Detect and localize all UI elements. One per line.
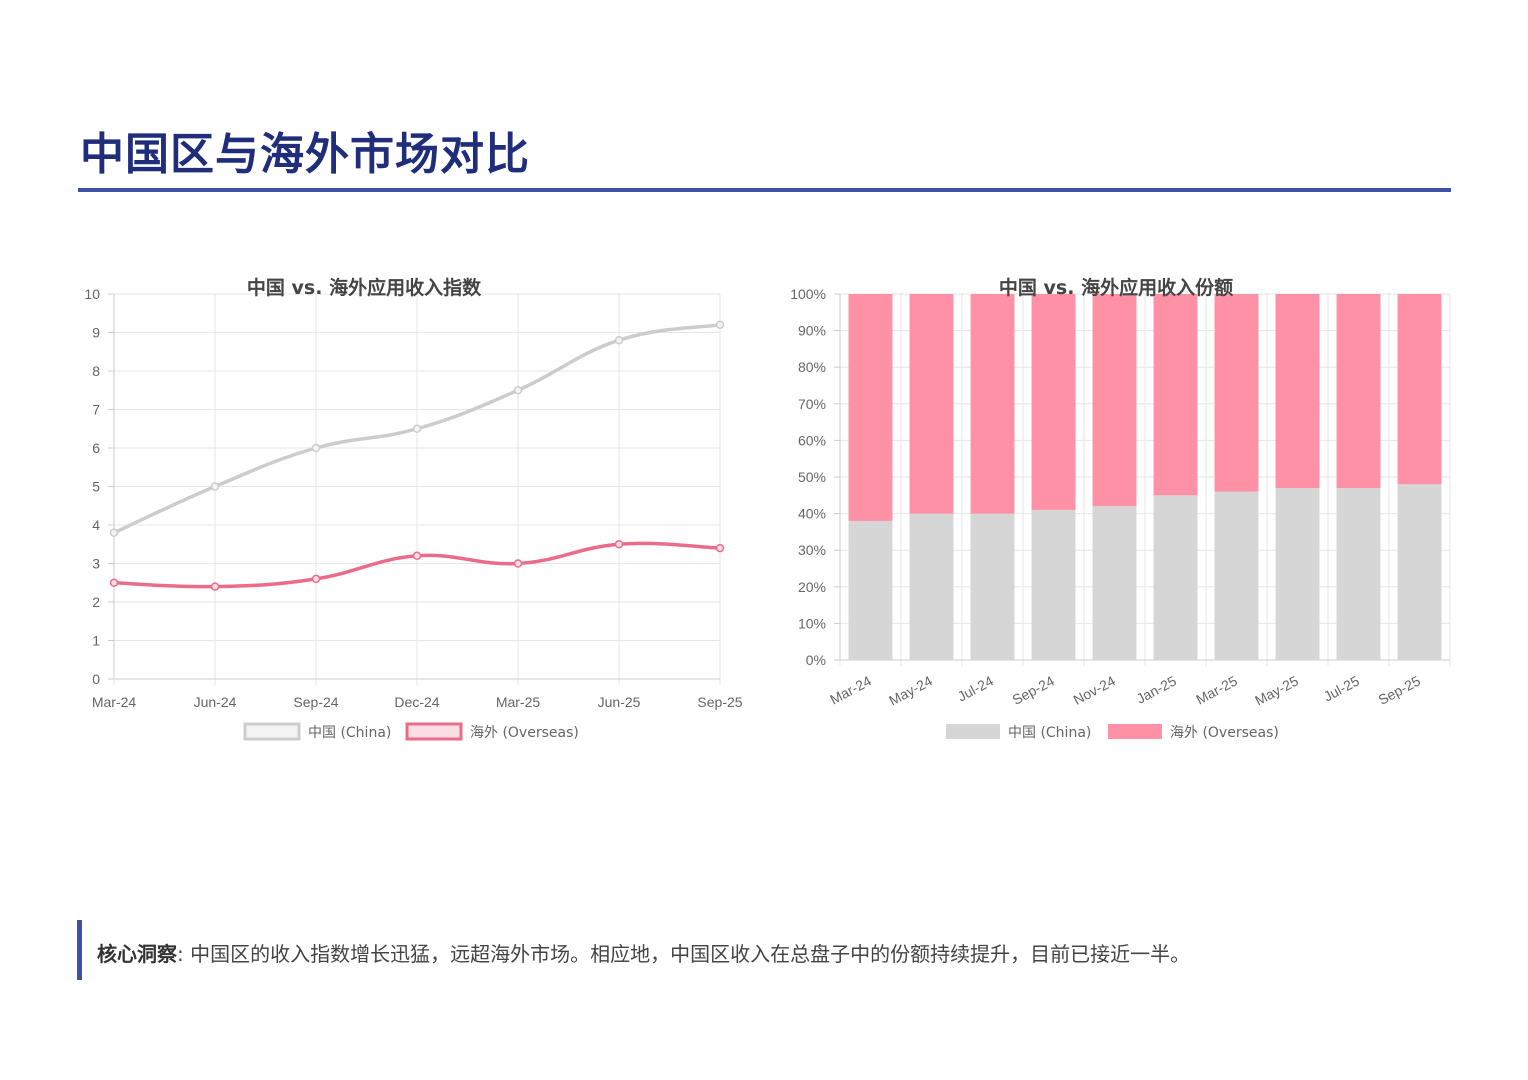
overseas-data-point	[614, 540, 624, 549]
overseas-data-point	[311, 574, 321, 584]
y-tick-label: 80%	[798, 359, 826, 375]
x-tick-label: Jul-25	[1321, 672, 1362, 704]
legend-label-china: 中国 (China)	[1008, 725, 1091, 741]
legend-label-overseas: 海外 (Overseas)	[470, 725, 579, 741]
x-tick-label: Mar-24	[827, 672, 874, 707]
title-divider	[78, 188, 1451, 192]
y-tick-label: 1	[92, 633, 100, 649]
overseas-share-bar	[848, 294, 893, 521]
x-tick-label: May-24	[886, 672, 935, 708]
insight-body: : 中国区的收入指数增长迅猛，远超海外市场。相应地，中国区收入在总盘子中的份额持…	[177, 942, 1191, 966]
x-tick-label: Sep-24	[293, 694, 338, 710]
overseas-share-bar	[1397, 294, 1442, 485]
overseas-share-bar	[1336, 294, 1381, 488]
china-share-bar	[848, 520, 893, 660]
legend-swatch-china	[243, 722, 301, 741]
overseas-share-bar	[1153, 294, 1198, 496]
legend-swatch-overseas	[1108, 724, 1162, 739]
x-tick-label: Jun-25	[598, 694, 641, 710]
overseas-share-bar	[1031, 294, 1076, 510]
y-tick-label: 10	[84, 286, 100, 302]
x-tick-label: Mar-25	[1193, 672, 1240, 707]
china-data-point	[513, 386, 523, 395]
x-tick-label: Sep-24	[1010, 672, 1058, 707]
x-tick-label: Jan-25	[1134, 672, 1179, 706]
y-tick-label: 50%	[798, 469, 826, 485]
y-tick-label: 3	[92, 556, 100, 572]
china-data-point	[311, 443, 321, 453]
y-tick-label: 2	[92, 594, 100, 610]
insight-text: 核心洞察: 中国区的收入指数增长迅猛，远超海外市场。相应地，中国区收入在总盘子中…	[97, 938, 1190, 967]
overseas-data-point	[412, 551, 422, 561]
overseas-share-bar	[1275, 294, 1320, 488]
china-data-point	[614, 335, 624, 345]
x-tick-label: May-25	[1252, 672, 1301, 708]
x-tick-label: Mar-25	[496, 694, 541, 710]
china-share-bar	[909, 513, 954, 660]
china-share-bar	[1092, 506, 1137, 660]
x-tick-label: Dec-24	[394, 694, 439, 710]
china-share-bar	[1031, 509, 1076, 660]
x-tick-label: Nov-24	[1071, 672, 1119, 707]
x-tick-label: Sep-25	[697, 694, 742, 710]
y-tick-label: 60%	[798, 432, 826, 448]
y-tick-label: 9	[92, 325, 100, 341]
china-share-bar	[1153, 495, 1198, 660]
overseas-data-point	[513, 559, 523, 568]
legend-swatch-china	[946, 724, 1000, 739]
y-tick-label: 0	[92, 671, 100, 687]
y-tick-label: 5	[92, 479, 100, 495]
overseas-share-bar	[1214, 294, 1259, 492]
china-data-point	[210, 482, 220, 491]
y-tick-label: 90%	[798, 323, 826, 339]
china-share-bar	[1336, 487, 1381, 660]
overseas-data-point	[210, 582, 220, 591]
line-chart: 0 1 2 3 4 5 6 7 8 9 10 Mar-24 Jun-24 Sep-24 Dec-24 Mar-…	[84, 276, 742, 741]
legend-label-overseas: 海外 (Overseas)	[1170, 725, 1279, 741]
y-tick-label: 30%	[798, 542, 826, 558]
insight-accent-bar	[77, 920, 82, 980]
y-tick-label: 70%	[798, 396, 826, 412]
y-tick-label: 4	[92, 517, 100, 533]
line-chart-title: 中国 vs. 海外应用收入指数	[247, 276, 482, 299]
china-share-bar	[1397, 484, 1442, 660]
overseas-data-point	[715, 543, 725, 553]
y-tick-label: 6	[92, 440, 100, 456]
china-share-bar	[970, 513, 1015, 660]
y-tick-label: 7	[92, 402, 100, 418]
china-share-bar	[1214, 491, 1259, 660]
china-data-point	[412, 424, 422, 433]
y-tick-label: 40%	[798, 506, 826, 522]
y-tick-label: 8	[92, 363, 100, 379]
china-share-bar	[1275, 487, 1320, 660]
legend-label-china: 中国 (China)	[308, 725, 391, 741]
insight-label: 核心洞察	[97, 942, 177, 966]
bar-chart-title: 中国 vs. 海外应用收入份额	[999, 276, 1233, 299]
x-tick-label: Mar-24	[92, 694, 137, 710]
x-tick-label: Jul-24	[955, 672, 996, 704]
overseas-data-point	[109, 578, 119, 587]
x-tick-label: Sep-25	[1376, 672, 1424, 707]
overseas-share-bar	[909, 294, 954, 514]
china-data-point	[109, 528, 119, 537]
stacked-bar-chart: 0% 10% 20% 30% 40% 50% 60% 70% 80% 90% 100% Mar-24 M…	[790, 276, 1451, 741]
page-title: 中国区与海外市场对比	[80, 129, 530, 180]
y-tick-label: 10%	[798, 615, 826, 631]
overseas-share-bar	[970, 294, 1015, 514]
y-tick-label: 100%	[790, 286, 826, 302]
y-tick-label: 20%	[798, 579, 826, 595]
x-tick-label: Jun-24	[194, 694, 237, 710]
china-data-point	[715, 320, 725, 330]
overseas-share-bar	[1092, 294, 1137, 507]
y-tick-label: 0%	[806, 652, 826, 668]
legend-swatch-overseas	[405, 722, 463, 741]
